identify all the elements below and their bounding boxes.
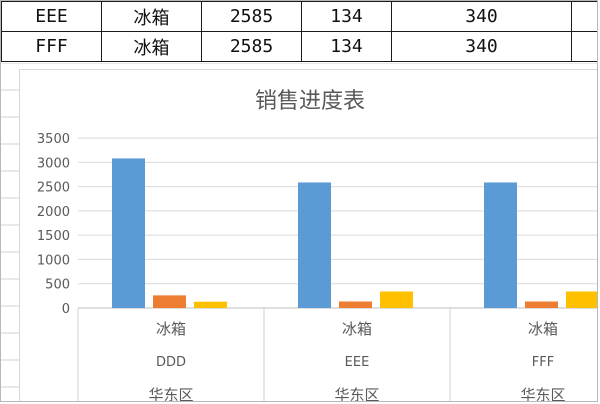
- row-name-cell[interactable]: FFF: [1, 31, 102, 62]
- category-region-label: 华东区: [520, 386, 565, 402]
- category-product-label: 冰箱: [156, 320, 186, 338]
- sales-chart[interactable]: 销售进度表 0 500 1000 1500 2000 2500 3000 3500 冰箱 DDD…: [19, 69, 598, 402]
- chart-gridlines: [78, 137, 597, 309]
- bar-series1-FFF[interactable]: [484, 182, 517, 308]
- y-tick-label: 2500: [37, 181, 70, 196]
- bar-series3-EEE[interactable]: [380, 291, 413, 308]
- category-product-label: 冰箱: [342, 320, 372, 338]
- bar-series2-FFF[interactable]: [525, 301, 558, 308]
- row-product-cell[interactable]: 冰箱: [101, 31, 202, 62]
- bar-series1-DDD[interactable]: [112, 158, 145, 308]
- bar-series1-EEE[interactable]: [298, 182, 331, 308]
- category-name-label: DDD: [156, 355, 186, 370]
- row-value1-cell[interactable]: 2585: [201, 1, 302, 32]
- x-axis: 冰箱 DDD 华东区 冰箱 EEE 华东区 冰箱 FFF 华东区: [77, 308, 566, 402]
- chart-canvas: 销售进度表 0 500 1000 1500 2000 2500 3000 3500 冰箱 DDD…: [37, 89, 598, 402]
- category-product-label: 冰箱: [528, 320, 558, 338]
- row-value3-cell[interactable]: 340: [391, 1, 572, 32]
- bar-series3-FFF[interactable]: [566, 291, 598, 308]
- bar-series2-DDD[interactable]: [153, 295, 186, 308]
- chart-title: 销售进度表: [255, 89, 365, 114]
- row-value1-cell[interactable]: 2585: [201, 31, 302, 62]
- y-tick-label: 3000: [37, 156, 70, 171]
- row-name-cell[interactable]: EEE: [1, 1, 102, 32]
- row-product-cell[interactable]: 冰箱: [101, 1, 202, 32]
- category-region-label: 华东区: [334, 386, 379, 402]
- bars: [112, 158, 598, 308]
- y-tick-label: 1000: [37, 253, 70, 268]
- category-name-label: EEE: [345, 355, 370, 370]
- spreadsheet-table: EEE 冰箱 2585 134 340 FFF 冰箱 2585 134 340: [1, 1, 597, 62]
- empty-cell[interactable]: [571, 31, 597, 62]
- bar-series3-DDD[interactable]: [194, 301, 227, 308]
- row-value2-cell[interactable]: 134: [301, 1, 392, 32]
- table-row: FFF 冰箱 2585 134 340: [1, 31, 597, 62]
- row-value2-cell[interactable]: 134: [301, 31, 392, 62]
- bar-series2-EEE[interactable]: [339, 301, 372, 308]
- category-name-label: FFF: [532, 355, 554, 370]
- y-tick-label: 1500: [37, 229, 70, 244]
- table-row: EEE 冰箱 2585 134 340: [1, 1, 597, 32]
- row-value3-cell[interactable]: 340: [391, 31, 572, 62]
- empty-cell[interactable]: [571, 1, 597, 32]
- y-axis: 0 500 1000 1500 2000 2500 3000 3500: [37, 132, 70, 317]
- y-tick-label: 0: [62, 302, 70, 317]
- y-tick-label: 3500: [37, 132, 70, 147]
- y-tick-label: 2000: [37, 205, 70, 220]
- category-region-label: 华东区: [148, 386, 193, 402]
- y-tick-label: 500: [45, 278, 70, 293]
